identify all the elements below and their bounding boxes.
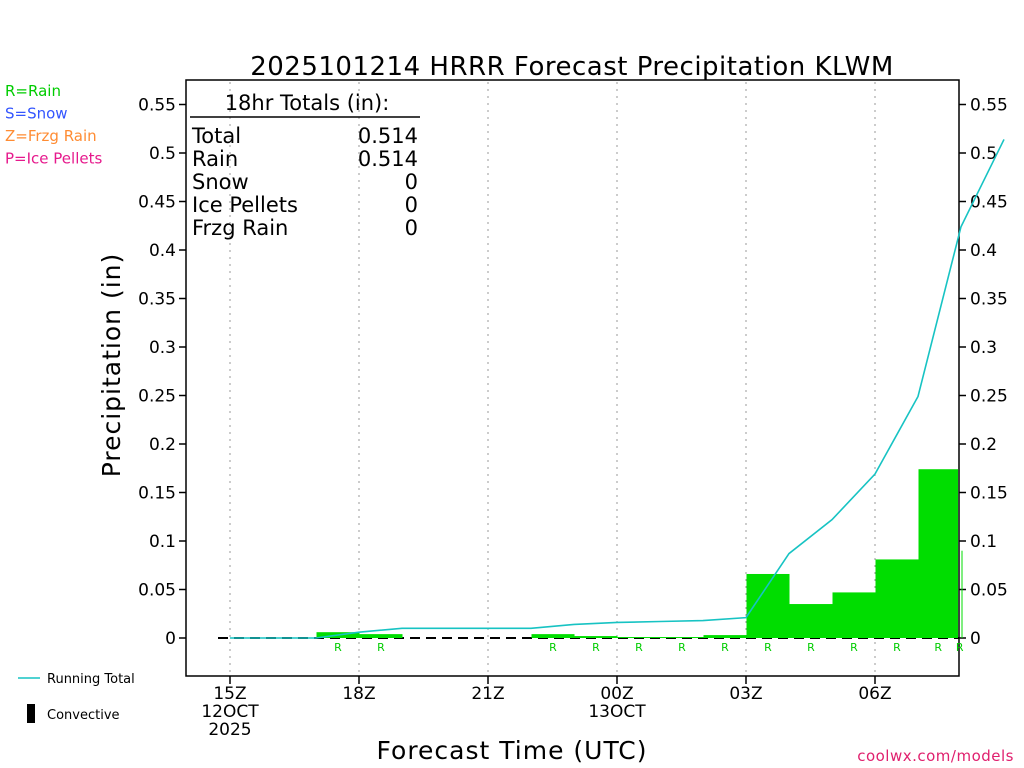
x-tick-label-3-1: 13OCT	[588, 702, 646, 722]
precip-type-marker-2: R	[549, 641, 557, 654]
precip-type-marker-11: R	[934, 641, 942, 654]
running-total-line	[230, 139, 1005, 639]
precip-bar-9	[832, 592, 876, 638]
precip-type-marker-3: R	[592, 641, 600, 654]
legend-type-2: Z=Frzg Rain	[5, 127, 97, 145]
x-axis-label: Forecast Time (UTC)	[377, 736, 648, 765]
precip-bar-12	[961, 550, 963, 638]
precip-bar-2	[531, 634, 575, 638]
precip-bar-4	[617, 637, 661, 639]
y-tick-label-right-7: 0.35	[970, 290, 1008, 310]
y-tick-label-right-0: 0	[970, 629, 981, 649]
y-tick-label-right-6: 0.3	[970, 338, 997, 358]
precip-bar-1	[359, 634, 403, 638]
credit-text: coolwx.com/models	[857, 747, 1014, 765]
y-tick-label-right-10: 0.5	[970, 144, 997, 164]
x-tick-label-3-0: 00Z	[600, 684, 633, 704]
totals-box: 18hr Totals (in): Total 0.514 Rain 0.514 Sno…	[190, 91, 420, 240]
y-tick-label-right-11: 0.55	[970, 96, 1008, 116]
precip-type-marker-6: R	[721, 641, 729, 654]
y-tick-label-left-3: 0.15	[138, 484, 176, 504]
totals-row-value-0: 0.514	[358, 124, 418, 148]
y-tick-label-right-4: 0.2	[970, 435, 997, 455]
totals-row-label-2: Snow	[192, 170, 249, 194]
y-tick-label-left-1: 0.05	[138, 581, 176, 601]
x-tick-label-0-0: 15Z	[213, 684, 246, 704]
totals-rows: Total 0.514 Rain 0.514 Snow 0 Ice Pellets 0 Frzg…	[191, 124, 418, 240]
precip-type-marker-10: R	[893, 641, 901, 654]
precip-bar-5	[660, 637, 704, 639]
chart-title: 2025101214 HRRR Forecast Precipitation K…	[250, 52, 894, 82]
convective-key-swatch	[27, 704, 35, 723]
legend-type-1: S=Snow	[5, 105, 68, 123]
convective-key-label: Convective	[47, 708, 120, 723]
gridlines	[229, 82, 876, 676]
y-tick-label-left-10: 0.5	[149, 144, 176, 164]
y-tick-label-left-9: 0.45	[138, 193, 176, 213]
running-total-key-label: Running Total	[47, 672, 135, 687]
legend-type-3: P=Ice Pellets	[5, 150, 102, 168]
precip-bar-10	[875, 559, 919, 638]
y-tick-label-left-7: 0.35	[138, 290, 176, 310]
chart-key: Running Total Convective	[18, 672, 135, 723]
x-tick-label-1-0: 18Z	[342, 684, 375, 704]
precip-type-legend: R=Rain S=Snow Z=Frzg Rain P=Ice Pellets	[5, 82, 102, 168]
totals-row-value-1: 0.514	[358, 147, 418, 171]
x-tick-label-4-0: 03Z	[729, 684, 762, 704]
y-tick-label-left-4: 0.2	[149, 435, 176, 455]
y-tick-label-left-2: 0.1	[149, 532, 176, 552]
totals-row-label-1: Rain	[192, 147, 238, 171]
precip-bar-6	[703, 635, 747, 638]
y-axis-left: 0 0.05 0.1 0.15 0.2 0.25 0.3 0.35 0.4 0.45 0.5 0.55	[138, 96, 186, 649]
precip-type-marker-0: R	[334, 641, 342, 654]
totals-row-value-3: 0	[405, 193, 418, 217]
y-axis-right: 0 0.05 0.1 0.15 0.2 0.25 0.3 0.35 0.4 0.45 0.5 0.55	[959, 96, 1008, 649]
precip-type-marker-1: R	[377, 641, 385, 654]
y-tick-label-left-0: 0	[165, 629, 176, 649]
y-tick-label-left-11: 0.55	[138, 96, 176, 116]
totals-row-label-0: Total	[191, 124, 241, 148]
x-tick-label-0-1: 12OCT	[201, 702, 259, 722]
totals-row-label-4: Frzg Rain	[192, 216, 288, 240]
precip-type-marker-8: R	[807, 641, 815, 654]
x-tick-label-0-2: 2025	[208, 720, 251, 740]
plot-frame	[185, 79, 960, 677]
precip-type-marker-4: R	[635, 641, 643, 654]
precip-type-marker-12: R	[956, 641, 964, 654]
precip-bar-8	[789, 604, 833, 638]
y-tick-label-left-6: 0.3	[149, 338, 176, 358]
y-tick-label-right-2: 0.1	[970, 532, 997, 552]
y-tick-label-left-5: 0.25	[138, 387, 176, 407]
precip-type-marker-5: R	[678, 641, 686, 654]
y-tick-label-right-8: 0.4	[970, 241, 997, 261]
x-tick-label-2-0: 21Z	[471, 684, 504, 704]
x-tick-label-5-0: 06Z	[858, 684, 891, 704]
y-tick-label-right-5: 0.25	[970, 387, 1008, 407]
totals-row-label-3: Ice Pellets	[192, 193, 298, 217]
precip-type-marker-7: R	[764, 641, 772, 654]
totals-row-value-2: 0	[405, 170, 418, 194]
precip-bar-11	[918, 469, 958, 638]
y-axis-label: Precipitation (in)	[97, 253, 126, 478]
legend-type-0: R=Rain	[5, 82, 61, 100]
precip-type-marker-9: R	[850, 641, 858, 654]
hourly-precip-bars	[316, 469, 963, 639]
y-tick-label-left-8: 0.4	[149, 241, 176, 261]
y-tick-label-right-1: 0.05	[970, 581, 1008, 601]
precip-bar-3	[574, 636, 618, 638]
totals-header: 18hr Totals (in):	[225, 91, 390, 115]
y-tick-label-right-9: 0.45	[970, 193, 1008, 213]
totals-row-value-4: 0	[405, 216, 418, 240]
y-tick-label-right-3: 0.15	[970, 484, 1008, 504]
